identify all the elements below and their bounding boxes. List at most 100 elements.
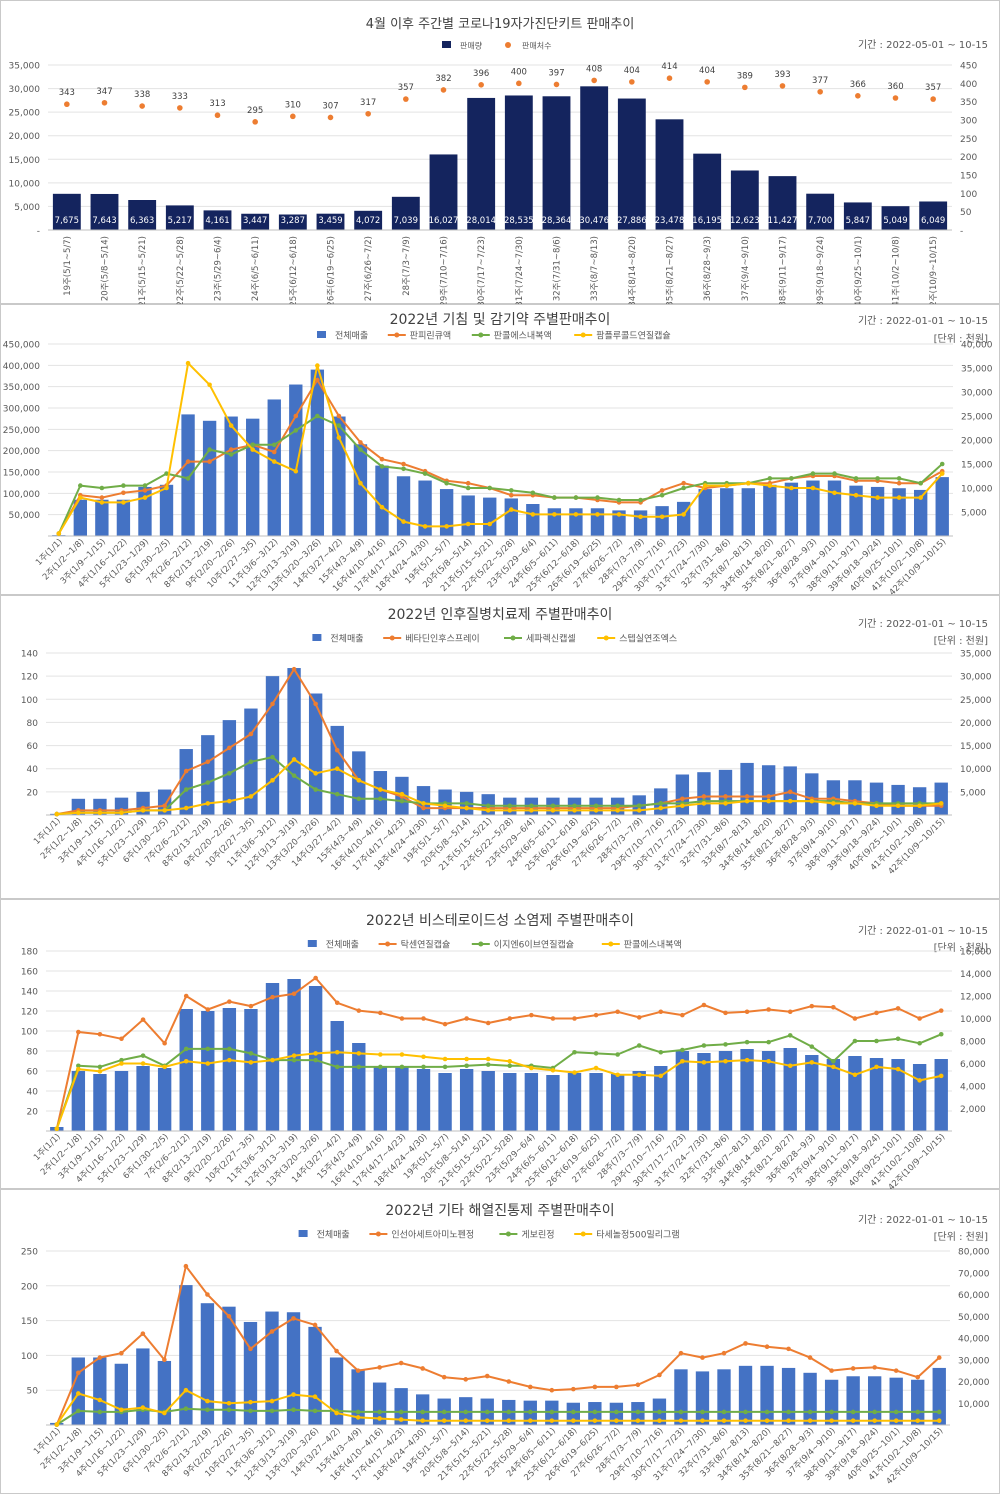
series-marker (185, 476, 191, 481)
series-marker (420, 1409, 425, 1415)
series-marker (121, 500, 126, 505)
series-marker (810, 471, 816, 476)
bar-value-label: 6,049 (921, 216, 945, 226)
series-marker (915, 1409, 921, 1415)
series-marker (744, 1057, 750, 1063)
bar (308, 693, 323, 815)
series-marker (527, 1418, 533, 1423)
left-axis-tick: 120 (21, 673, 38, 683)
series-marker (896, 480, 902, 486)
left-axis-tick: 350,000 (3, 383, 40, 393)
point-value-label: 360 (887, 82, 903, 92)
category-label: 39주(9/18~9/24) (816, 236, 826, 304)
series-marker (140, 1405, 146, 1410)
series-marker (872, 1418, 877, 1423)
series-marker (185, 360, 191, 366)
bar (467, 97, 496, 231)
bar (806, 193, 835, 230)
series-marker (874, 803, 879, 809)
bar-value-label: 7,675 (55, 216, 79, 226)
legend-label: 인선아세트아미노펜정 (391, 1230, 474, 1241)
category-label: 42주(10/9~10/15) (929, 236, 939, 304)
left-axis-tick: 20 (27, 1108, 39, 1118)
series-marker (226, 1400, 232, 1406)
series-marker (248, 1003, 254, 1009)
period-label: 기간 : 2022-01-01 ~ 10-15 (858, 315, 988, 327)
series-marker (593, 808, 599, 813)
category-label: 29주(7/10~7/16) (440, 236, 450, 304)
series-marker (550, 808, 556, 813)
category-label: 41주(10/2~10/8) (892, 236, 902, 304)
point-value-label: 366 (850, 80, 866, 90)
bar (526, 504, 540, 536)
bar (373, 771, 388, 815)
series-marker (701, 794, 707, 799)
bar (720, 488, 734, 536)
bar (889, 1377, 903, 1425)
legend-item: 탁센연질캡슐 (378, 939, 450, 951)
series-marker (99, 500, 105, 505)
point-marker (327, 114, 334, 121)
series-marker (917, 1016, 922, 1021)
series-marker (207, 447, 212, 452)
left-axis-tick: 160 (21, 968, 38, 978)
series-marker (592, 1409, 598, 1415)
series-marker (787, 1009, 793, 1015)
series-marker (789, 476, 794, 481)
series-marker (248, 759, 254, 765)
series-marker (398, 1360, 404, 1366)
series-marker (121, 483, 126, 488)
series-marker (99, 485, 105, 491)
left-axis-tick: 140 (21, 988, 38, 998)
series-marker (97, 1069, 103, 1074)
bar (136, 1348, 150, 1425)
legend-swatch-marker (608, 941, 614, 947)
bar (784, 482, 799, 536)
bar-value-label: 3,459 (318, 216, 342, 226)
series-marker (227, 999, 232, 1004)
right-axis-tick: - (960, 227, 963, 237)
bar (243, 1321, 258, 1425)
legend-label: 베타딘인후스프레이 (405, 634, 480, 645)
series-marker (829, 1409, 834, 1415)
series-marker (356, 1051, 362, 1056)
series-marker (809, 1003, 815, 1009)
series-marker (917, 1040, 922, 1046)
bar (438, 1073, 452, 1131)
series-marker (142, 483, 148, 488)
series-marker (421, 1016, 426, 1021)
left-axis-tick: 150,000 (3, 469, 40, 479)
series-marker (895, 803, 901, 809)
series-marker (550, 1016, 556, 1021)
bar (567, 1073, 582, 1131)
series-marker (936, 1409, 942, 1415)
series-marker (315, 413, 320, 419)
right-axis-tick: 150 (960, 172, 977, 182)
bar (373, 1066, 388, 1131)
series-marker (293, 428, 299, 433)
series-marker (75, 1391, 81, 1396)
series-marker (227, 1057, 232, 1063)
series-line (56, 1407, 940, 1426)
series-marker (678, 1418, 684, 1423)
series-marker (789, 485, 794, 491)
right-axis-tick: 2,000 (960, 1105, 986, 1115)
bar (633, 510, 648, 536)
series-marker (938, 1031, 944, 1037)
point-value-label: 389 (737, 71, 753, 81)
series-marker (164, 485, 169, 491)
series-marker (399, 1064, 405, 1070)
series-marker (463, 1377, 469, 1382)
series-marker (807, 1355, 813, 1360)
series-marker (399, 798, 405, 804)
series-marker (183, 1406, 189, 1411)
bar (912, 787, 927, 815)
series-marker (401, 466, 406, 472)
series-marker (809, 798, 815, 804)
left-axis-tick: 450,000 (3, 341, 40, 351)
series-marker (76, 1066, 81, 1072)
legend-label: 전체매출 (330, 634, 363, 645)
series-marker (334, 1049, 340, 1055)
series-marker (228, 423, 234, 428)
series-marker (248, 1346, 253, 1352)
